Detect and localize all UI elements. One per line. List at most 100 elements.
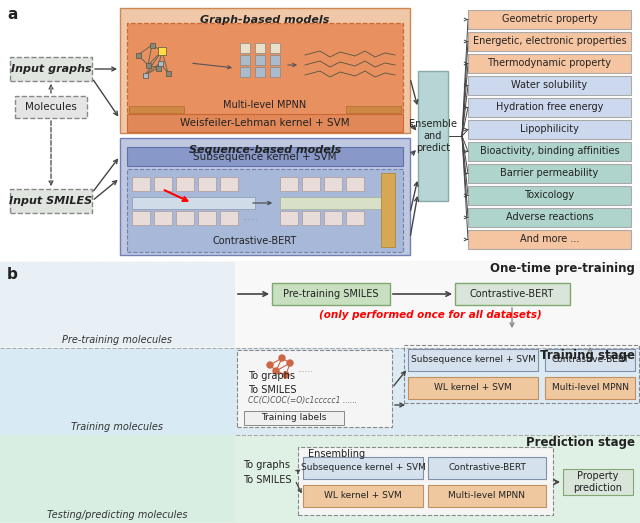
Bar (120, 8, 410, 133)
Text: Graph-based models: Graph-based models (200, 15, 330, 25)
Bar (0, 261, 640, 348)
Bar (129, 106, 184, 113)
Bar (136, 52, 141, 58)
Text: Water solubility: Water solubility (511, 81, 588, 90)
Text: Pre-training SMILES: Pre-training SMILES (284, 289, 379, 299)
Text: ......: ...... (242, 213, 258, 222)
Text: Geometric property: Geometric property (502, 15, 597, 25)
Text: Hydration free energy: Hydration free energy (496, 103, 603, 112)
Text: Subsequence kernel + SVM: Subsequence kernel + SVM (411, 356, 536, 365)
Bar (280, 211, 298, 225)
Text: To graphs: To graphs (248, 371, 295, 381)
Bar (346, 211, 364, 225)
Bar (298, 447, 553, 515)
Circle shape (267, 362, 273, 368)
Bar (428, 457, 546, 479)
Bar (0, 348, 640, 435)
Text: And more ...: And more ... (520, 234, 579, 244)
Bar (272, 283, 390, 305)
Bar (468, 120, 631, 139)
Bar (468, 76, 631, 95)
Bar (302, 211, 320, 225)
Bar (132, 197, 255, 209)
Bar (237, 350, 392, 427)
Bar (244, 411, 344, 425)
Bar (302, 177, 320, 191)
Bar (381, 173, 395, 247)
Bar (428, 485, 546, 507)
Text: Adverse reactions: Adverse reactions (506, 212, 593, 222)
Bar (468, 32, 631, 51)
Bar (127, 114, 403, 132)
Bar (127, 169, 403, 252)
Bar (158, 47, 166, 55)
Bar (10, 189, 92, 213)
Bar (176, 211, 194, 225)
Bar (455, 283, 570, 305)
Text: Input graphs: Input graphs (11, 64, 92, 74)
Text: Multi-level MPNN: Multi-level MPNN (449, 492, 525, 501)
Text: Subsequence kernel + SVM: Subsequence kernel + SVM (193, 152, 337, 162)
Bar (220, 211, 238, 225)
Text: ......: ...... (297, 365, 313, 373)
Text: Multi-level MPNN: Multi-level MPNN (552, 383, 628, 392)
Bar (132, 211, 150, 225)
Text: Molecules: Molecules (25, 102, 77, 112)
Text: Contrastive-BERT: Contrastive-BERT (551, 356, 629, 365)
Text: Contrastive-BERT: Contrastive-BERT (470, 289, 554, 299)
Text: Contrastive-BERT: Contrastive-BERT (448, 463, 526, 472)
Circle shape (273, 368, 279, 374)
Text: b: b (7, 267, 18, 282)
Bar (240, 67, 250, 77)
Bar (468, 164, 631, 183)
Text: Ensembling: Ensembling (308, 449, 365, 459)
Text: One-time pre-training: One-time pre-training (490, 262, 635, 275)
Bar (127, 147, 403, 166)
Text: Bioactivity, binding affinities: Bioactivity, binding affinities (480, 146, 620, 156)
Text: Thermodynamic property: Thermodynamic property (488, 59, 611, 69)
Bar (280, 197, 393, 209)
Bar (145, 63, 150, 67)
Bar (468, 98, 631, 117)
Text: Pre-training molecules: Pre-training molecules (62, 335, 172, 345)
Bar (176, 177, 194, 191)
Bar (404, 345, 639, 403)
Text: WL kernel + SVM: WL kernel + SVM (324, 492, 402, 501)
Text: Input SMILES: Input SMILES (10, 196, 93, 206)
Bar (255, 43, 265, 53)
Bar (0, 349, 235, 434)
Text: Subsequence kernel + SVM: Subsequence kernel + SVM (301, 463, 426, 472)
Text: To SMILES: To SMILES (248, 385, 296, 395)
Bar (127, 23, 403, 115)
Bar (198, 211, 216, 225)
Bar (468, 208, 631, 227)
Text: Toxicology: Toxicology (524, 190, 575, 200)
Text: CC(C)COC(=O)c1ccccc1 ......: CC(C)COC(=O)c1ccccc1 ...... (248, 396, 357, 405)
Text: Lipophilicity: Lipophilicity (520, 124, 579, 134)
Bar (468, 186, 631, 205)
Text: Training labels: Training labels (261, 414, 326, 423)
Text: Weisfeiler-Lehman kernel + SVM: Weisfeiler-Lehman kernel + SVM (180, 118, 350, 128)
Text: Energetic, electronic properties: Energetic, electronic properties (473, 37, 627, 47)
Bar (468, 54, 631, 73)
Text: a: a (7, 7, 17, 22)
Bar (280, 177, 298, 191)
Bar (0, 435, 235, 522)
Text: WL kernel + SVM: WL kernel + SVM (434, 383, 512, 392)
Bar (120, 138, 410, 255)
Bar (255, 55, 265, 65)
Text: (only performed once for all datasets): (only performed once for all datasets) (319, 310, 541, 320)
Bar (545, 349, 635, 371)
Text: Property
prediction: Property prediction (573, 471, 623, 493)
Bar (418, 71, 448, 201)
Bar (270, 43, 280, 53)
Bar (346, 177, 364, 191)
Bar (143, 73, 147, 77)
Bar (10, 57, 92, 81)
Text: To graphs: To graphs (243, 460, 290, 470)
Bar (468, 10, 631, 29)
Bar (270, 55, 280, 65)
Bar (154, 211, 172, 225)
Bar (303, 457, 423, 479)
Bar (132, 177, 150, 191)
